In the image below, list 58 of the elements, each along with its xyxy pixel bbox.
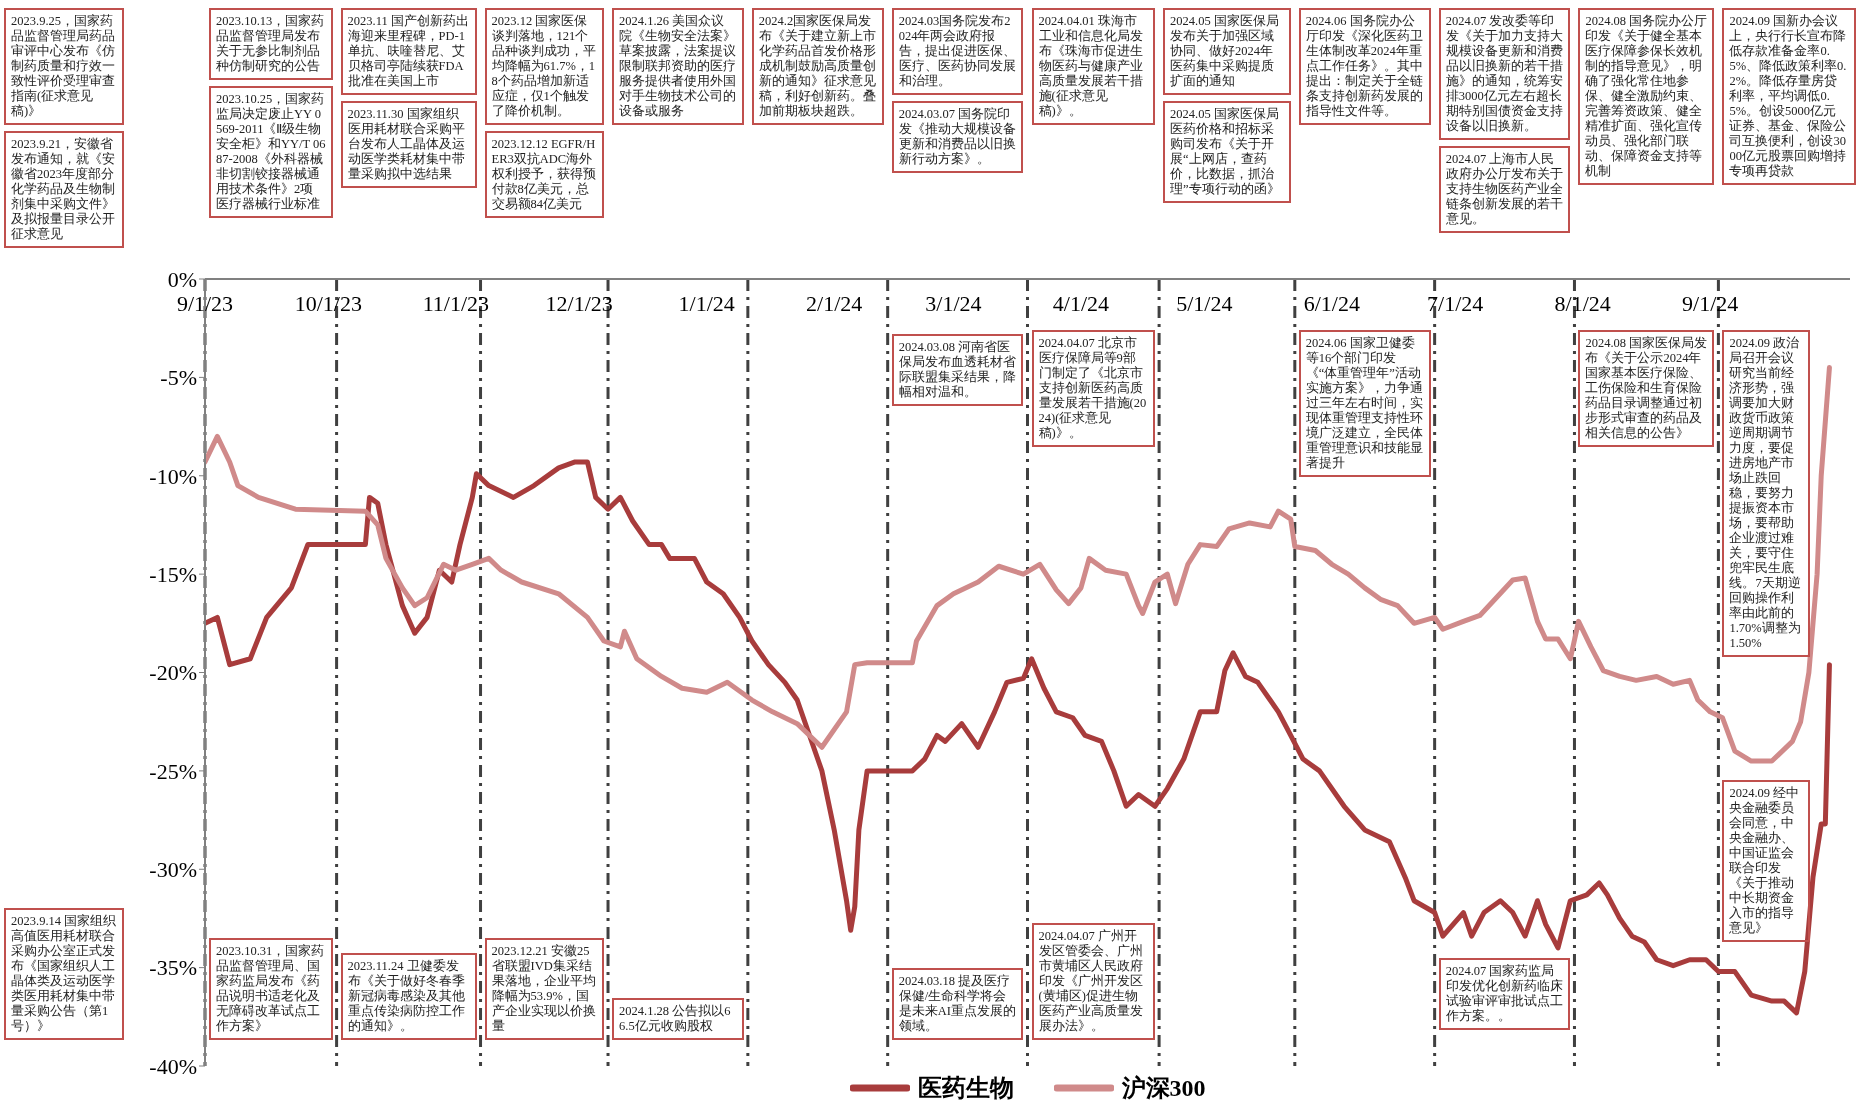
annotation: 2024.07 国家药监局印发优化创新药临床试验审评审批试点工作方案。。 — [1438, 958, 1571, 1030]
legend-label: 沪深300 — [1121, 1074, 1206, 1103]
y-tick-label: -10% — [149, 463, 197, 489]
text: 2024.09 政治局召开会议研究当前经济形势，强调要加大财政货币政策逆周期调节力度，要促进房地产市场止跌回稳，要努力提振资本市场，要帮助企业渡过难关，要守住兜牢民生底线。7天期逆回购操作利率由此前的1.70%调整为1.50% — [1729, 336, 1801, 650]
text: 2024.03.07 国务院印发《推动大规模设备更新和消费品以旧换新行动方案》。 — [891, 101, 1024, 173]
text: 2023.9.25，国家药品监督管理局药品审评中心发布《仿制药质量和疗效一致性评价受理审查指南(征求意见稿)》 — [4, 8, 124, 125]
x-tick-label: 5/1/24 — [1176, 291, 1233, 316]
text: 2024.2国家医保局发布《关于建立新上市化学药品首发价格形成机制鼓励高质量创新的通知》征求意见稿，利好创新药。叠加前期板块超跌。 — [751, 8, 884, 125]
x-tick-label: 8/1/24 — [1554, 291, 1611, 316]
x-tick-label: 6/1/24 — [1303, 291, 1360, 316]
annotation: 2024.03.08 河南省医保局发布血透耗材省际联盟集采结果，降幅相对温和。 — [891, 334, 1024, 406]
annotation: 2024.1.28 公告拟以66.5亿元收购股权 — [612, 998, 744, 1040]
text: 2024.05 国家医保局发布关于加强区域协同、做好2024年医药集中采购提质扩面的通知 — [1163, 8, 1291, 95]
legend-label: 医药生物 — [917, 1074, 1014, 1103]
text: 2024.04.01 珠海市工业和信息化局发布《珠海市促进生物医药与健康产业高质量发展若干措施(征求意见稿)》。 — [1031, 8, 1156, 125]
text: 2023.9.14 国家组织高值医用耗材联合采购办公室正式发布《国家组织人工晶体类及运动医学类医用耗材集中带量采购公告（第1号）》 — [4, 908, 124, 1040]
text: 2023.10.25，国家药监局决定废止YY 0569-2011《Ⅱ级生物安全柜》和YY/T 0687-2008《外科器械非切割铰接器械通用技术条件》2项医疗器械行业标准 — [209, 86, 333, 218]
y-tick-label: -25% — [149, 758, 197, 784]
x-tick-label: 12/1/23 — [545, 291, 613, 316]
y-tick-label: -20% — [149, 660, 197, 686]
y-tick-label: 0% — [167, 266, 197, 292]
text: 2023.12.12 EGFR/HER3双抗ADC海外权利授予，获得预付款8亿美元，总交易额84亿美元 — [484, 131, 605, 218]
y-tick-label: -15% — [149, 561, 197, 587]
text: 2023.11 国产创新药出海迎来里程碑，PD-1单抗、呋喹替尼、艾贝格司亭陆续获FDA批准在美国上市 — [340, 8, 477, 95]
annotation: 2024.03.18 提及医疗保健/生命科学将会是未来AI重点发展的领域。 — [891, 968, 1024, 1040]
annotation: 2023.12.21 安徽25省联盟IVD集采结果落地，企业平均降幅为53.9%，国产企业实现以价换量 — [484, 938, 605, 1040]
text: 2024.06 国家卫健委等16个部门印发《“体重管理年”活动实施方案》，力争通过三年左右时间，实现体重管理支持性环境广泛建立，全民体重管理意识和技能显著提升 — [1305, 336, 1423, 470]
x-tick-label: 2/1/24 — [806, 291, 863, 316]
annotation: 2024.08 国家医保局发布《关于公示2024年国家基本医疗保险、工伤保险和生育保险药品目录调整通过初步形式审查的药品及相关信息的公告》 — [1578, 330, 1715, 447]
text: 2024.1.26 美国众议院《生物安全法案》草案披露，法案提议限制联邦资助的医疗服务提供者使用外国对手生物技术公司的设备或服务 — [612, 8, 744, 125]
text: 2024.09 经中央金融委员会同意，中央金融办、中国证监会联合印发《关于推动中长期资金入市的指导意见》 — [1729, 786, 1800, 935]
text: 2024.07 上海市人民政府办公厅发布关于支持生物医药产业全链条创新发展的若干意见。 — [1438, 146, 1571, 233]
x-tick-label: 11/1/23 — [422, 291, 490, 316]
x-tick-label: 9/1/24 — [1682, 291, 1739, 316]
x-tick-label: 7/1/24 — [1427, 291, 1484, 316]
text: 2024.08 国务院办公厅印发《关于健全基本医疗保障参保长效机制的指导意见》，明确了强化常住地参保、健全激励约束、完善筹资政策、健全精准扩面、强化宣传动员、强化部门联动、保障资金支持等机制 — [1585, 14, 1708, 178]
text: 2023.12 国家医保谈判落地，121个品种谈判成功，平均降幅为61.7%，18个药品增加新适应症，仅1个触发了降价机制。 — [484, 8, 605, 125]
text: 2024.05 国家医保局医药价格和招标采购司发布《关于开展“上网店，查药价，比数据，抓治理”专项行动的函》 — [1163, 101, 1291, 203]
text: 2024.07 发改委等印发《关于加力支持大规模设备更新和消费品以旧换新的若干措施》的通知，统筹安排3000亿元左右超长期特别国债资金支持设备以旧换新。 — [1438, 8, 1571, 140]
text: 2024.03国务院发布2024年两会政府报告，提出促进医保、医疗、医药协同发展和治理。 — [891, 8, 1024, 95]
annotation: 2024.04.07 广州开发区管委会、广州市黄埔区人民政府印发《广州开发区(黄埔区)促进生物医药产业高质量发展办法》。 — [1031, 923, 1156, 1040]
text: 2023.9.21，安徽省发布通知，就《安徽省2023年度部分化学药品及生物制剂集中采购文件》及拟报量目录公开征求意见 — [4, 131, 124, 248]
x-tick-label: 4/1/24 — [1052, 291, 1110, 316]
annotation: 2023.10.31，国家药品监督管理局、国家药监局发布《药品说明书适老化及无障碍改革试点工作方案》 — [209, 938, 333, 1040]
x-tick-label: 10/1/23 — [294, 291, 362, 316]
y-tick-label: -40% — [149, 1053, 197, 1079]
y-tick-label: -35% — [149, 955, 197, 981]
y-tick-label: -30% — [149, 857, 197, 883]
annotation: 2024.04.07 北京市医疗保障局等9部门制定了《北京市支持创新医药高质量发展若干措施(2024)(征求意见稿)》。 — [1031, 330, 1156, 447]
x-tick-label: 1/1/24 — [678, 291, 735, 316]
text: 2023.10.13，国家药品监督管理局发布关于无参比制剂品种仿制研究的公告 — [209, 8, 333, 80]
annotation: 2023.11.24 卫健委发布《关于做好冬春季新冠病毒感染及其他重点传染病防控工作的通知》。 — [340, 953, 477, 1040]
y-tick-label: -5% — [160, 365, 197, 391]
text: 2024.09 国新办会议上，央行行长宣布降低存款准备金率0.5%、降低政策利率0.2%。降低存量房贷利率，平均调低0.5%。创设5000亿元证券、基金、保险公司互换便利，创设3000亿元股票回购增持专项再贷款 — [1729, 14, 1847, 178]
text: 2023.11.30 国家组织医用耗材联合采购平台发布人工晶体及运动医学类耗材集中带量采购拟中选结果 — [340, 101, 477, 188]
x-tick-label: 9/1/23 — [176, 291, 234, 316]
text: 2024.06 国务院办公厅印发《深化医药卫生体制改革2024年重点工作任务》。其中提出：制定关于全链条支持创新药发展的指导性文件等。 — [1298, 8, 1431, 125]
x-tick-label: 3/1/24 — [925, 291, 982, 316]
